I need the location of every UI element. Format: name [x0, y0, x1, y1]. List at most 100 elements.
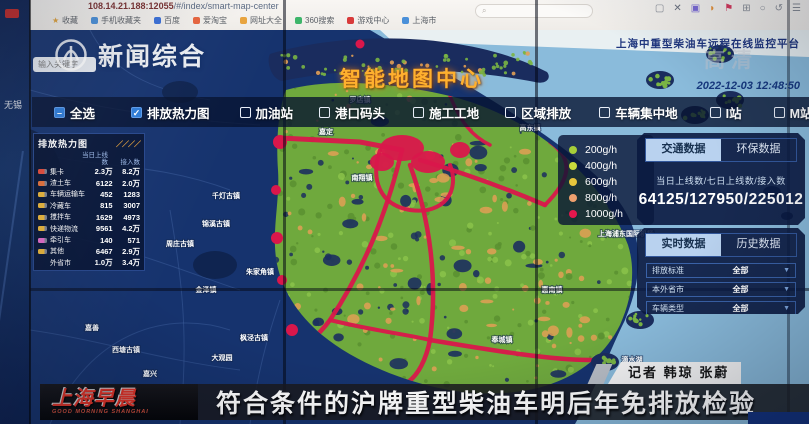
favicon-icon — [402, 17, 410, 24]
vehicle-type-label: 其他 — [50, 248, 64, 256]
menu-icon[interactable]: ☰ — [792, 3, 801, 14]
legend-label: 600g/h — [585, 176, 618, 188]
bookmark-item[interactable]: 游戏中心 — [347, 15, 389, 26]
dropdown-排放标准[interactable]: 排放标准 全部 ▼ — [646, 263, 796, 278]
bookmark-label: 百度 — [164, 16, 180, 25]
vehicle-type-label: 集卡 — [50, 168, 64, 176]
bezel-seam — [29, 0, 31, 424]
filter-label: 车辆集中地 — [615, 106, 678, 121]
filter-label: M站 — [789, 106, 809, 121]
online-count: 140 — [100, 235, 113, 245]
map-town-label: 锦溪古镇 — [202, 219, 230, 228]
heat-table-row: 快递物流 9561 4.2万 — [38, 223, 140, 234]
hd-watermark: 高清 — [704, 49, 758, 72]
online-count: 1629 — [95, 212, 113, 222]
field-value: 全部 — [732, 304, 749, 313]
apps-grid-icon[interactable]: ⊞ — [742, 3, 751, 14]
filter-checkbox-施工工地[interactable]: 施工工地 — [413, 103, 479, 122]
url-host: 108.14.21.188:12055 — [88, 1, 174, 11]
col-header-online: 当日上线数 — [82, 152, 108, 166]
filter-checkbox-M站[interactable]: M站 — [773, 103, 809, 122]
browser-search-field[interactable]: ⌕ — [475, 4, 593, 18]
map-town-label: 南翔镇 — [352, 173, 373, 182]
bookmark-item[interactable]: ★ 收藏 — [52, 15, 78, 26]
legend-dot-icon — [569, 146, 577, 154]
metric-value: 64125/127950/225012 — [638, 191, 804, 208]
filter-checkbox-车辆集中地[interactable]: 车辆集中地 — [599, 103, 678, 122]
filter-label: 排放热力图 — [147, 106, 210, 121]
extension-box-icon[interactable]: ▣ — [690, 3, 701, 14]
url-path: /#/index/smart-map-center — [173, 1, 279, 11]
shield-icon[interactable]: ◗ — [709, 3, 716, 14]
map-town-label: 大观园 — [212, 353, 233, 362]
map-canvas[interactable]: 罗店镇嘉定南翔镇高东镇千灯古镇锦溪古镇周庄古镇朱家角镇金泽镇大观园枫泾古镇西塘古… — [0, 29, 809, 424]
legend-label: 400g/h — [585, 160, 618, 172]
favicon-icon — [193, 17, 200, 24]
browser-toolbar-icons: ▢ ✕ ▣ ◗ ⚑ ⊞ ○ ↺ ☰ — [655, 3, 801, 15]
filter-label: 港口码头 — [335, 106, 386, 121]
access-count: 8.2万 — [122, 167, 140, 177]
map-town-label: 枫泾古镇 — [240, 333, 268, 342]
heat-table-row: 集卡 2.3万 8.2万 — [38, 166, 140, 177]
history-icon[interactable]: ↺ — [774, 3, 784, 14]
bookmark-item[interactable]: 爱淘宝 — [193, 15, 227, 26]
truck-icon — [38, 214, 47, 220]
legend-dot-icon — [569, 178, 577, 186]
access-count: 2.0万 — [122, 178, 140, 188]
dropdown-车辆类型[interactable]: 车辆类型 全部 ▼ — [646, 301, 796, 316]
chevron-down-icon: ▼ — [783, 267, 790, 274]
legend-item: 600g/h — [569, 174, 654, 190]
bookmark-label: 手机收藏夹 — [101, 16, 141, 25]
filter-checkbox-排放热力图[interactable]: ✓ 排放热力图 — [131, 103, 210, 122]
bookmark-item[interactable]: 上海市 — [402, 15, 436, 26]
legend-dot-icon — [569, 162, 577, 170]
access-count: 2.9万 — [122, 246, 140, 256]
filter-checkbox-加油站[interactable]: 加油站 — [239, 103, 293, 122]
vehicle-type-label: 渣土车 — [50, 180, 71, 188]
tab-历史数据[interactable]: 历史数据 — [736, 238, 781, 250]
chevron-down-icon: ▼ — [783, 286, 790, 293]
bookmark-item[interactable]: 网址大全 — [240, 15, 282, 26]
bookmark-label: 收藏 — [62, 16, 78, 25]
adjacent-screen-strip: 无锡 — [0, 0, 30, 424]
filter-checkbox-全选[interactable]: – 全选 — [54, 103, 95, 122]
program-logo-text: 上海早晨 — [52, 388, 136, 410]
dropdown-本外省市[interactable]: 本外省市 全部 ▼ — [646, 282, 796, 297]
map-town-label: 嘉善 — [84, 323, 99, 332]
heat-table-rows: 集卡 2.3万 8.2万 渣土车 6122 2.0万 车辆运输车 452 1283 冷藏车 815 3… — [38, 166, 140, 269]
bookmark-item[interactable]: 360搜索 — [295, 15, 334, 26]
heat-table-row: 外省市 1.0万 3.4万 — [38, 257, 140, 268]
filter-checkbox-港口码头[interactable]: 港口码头 — [319, 103, 385, 122]
filter-checkbox-I站[interactable]: I站 — [709, 103, 742, 122]
emission-heat-panel: 排放热力图 ／／／／ 当日上线数 接入数 集卡 2.3万 8.2万 渣土车 6122 2.… — [33, 133, 145, 271]
map-town-label: 朱家角镇 — [246, 267, 274, 276]
window-icon[interactable]: ▢ — [654, 3, 665, 14]
map-town-label: 周庄古镇 — [166, 239, 194, 248]
flag-icon[interactable]: ⚑ — [724, 3, 734, 14]
truck-icon — [38, 248, 47, 254]
bookmark-item[interactable]: 手机收藏夹 — [91, 15, 141, 26]
favicon-icon — [154, 17, 161, 24]
extension-x-icon[interactable]: ✕ — [673, 3, 682, 14]
favicon-icon — [347, 17, 355, 24]
truck-icon — [38, 226, 47, 232]
vehicle-type-label: 冷藏车 — [50, 202, 71, 210]
ring-icon[interactable]: ○ — [759, 3, 766, 14]
truck-icon — [38, 180, 47, 186]
bookmark-label: 游戏中心 — [357, 16, 390, 25]
heat-table-row: 冷藏车 815 3007 — [38, 200, 140, 211]
online-count: 2.3万 — [94, 167, 113, 177]
tab-实时数据[interactable]: 实时数据 — [646, 234, 721, 256]
tab-交通数据[interactable]: 交通数据 — [646, 139, 721, 161]
realtime-tabs: 实时数据 历史数据 — [645, 233, 797, 257]
filter-checkbox-区域排放[interactable]: 区域排放 — [505, 103, 571, 122]
address-bar[interactable]: 108.14.21.188:12055/#/index/smart-map-ce… — [88, 1, 279, 11]
map-search-input[interactable]: 输入关键字 — [33, 57, 96, 72]
bookmark-label: 网址大全 — [250, 16, 282, 25]
red-badge — [5, 9, 19, 18]
tab-环保数据[interactable]: 环保数据 — [736, 143, 781, 155]
layer-filter-bar: – 全选 ✓ 排放热力图 加油站 港口码头 施工工地 区域排放 车辆集中地 I站 M站 — [32, 97, 809, 127]
heat-table-row: 渣土车 6122 2.0万 — [38, 177, 140, 188]
heat-table-row: 搅拌车 1629 4973 — [38, 212, 140, 223]
bookmark-item[interactable]: 百度 — [154, 15, 180, 26]
